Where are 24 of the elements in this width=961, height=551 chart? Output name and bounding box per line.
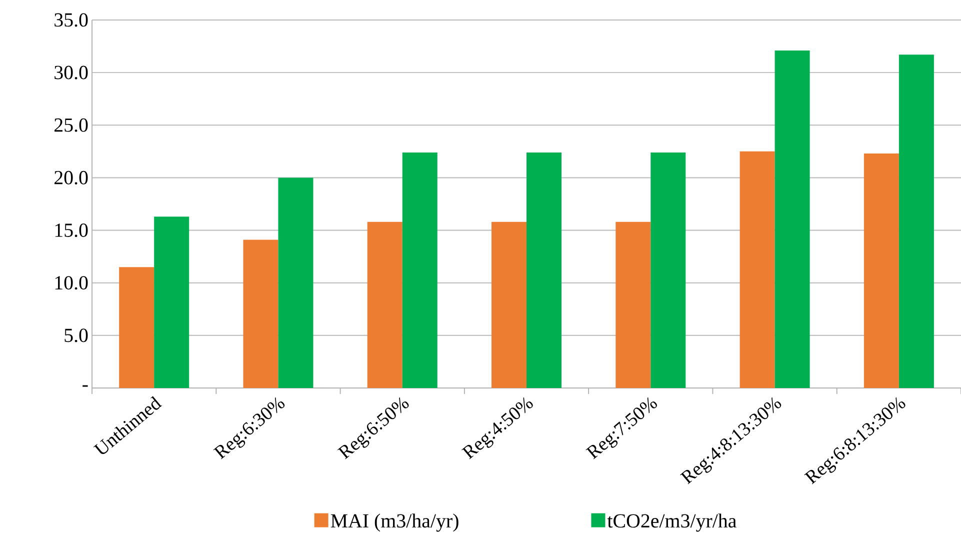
y-tick-label: 10.0 bbox=[55, 276, 88, 290]
bar bbox=[526, 152, 562, 388]
y-tick-label: 30.0 bbox=[54, 66, 88, 80]
bar bbox=[367, 222, 402, 388]
bar bbox=[616, 222, 651, 388]
y-tick-label: - bbox=[82, 385, 88, 387]
bar bbox=[650, 152, 686, 388]
y-tick-label: 15.0 bbox=[55, 224, 88, 238]
bar bbox=[740, 151, 775, 388]
bar bbox=[119, 267, 154, 388]
y-tick-label: 20.0 bbox=[54, 170, 88, 184]
legend-label: tCO2e/m3/yr/ha bbox=[607, 514, 736, 532]
bar bbox=[243, 240, 278, 388]
bar bbox=[492, 222, 527, 388]
bar bbox=[402, 152, 438, 388]
y-tick-label: 35.0 bbox=[54, 13, 88, 27]
bar bbox=[898, 54, 934, 388]
legend-label: MAI (m3/ha/yr) bbox=[330, 514, 458, 532]
bar bbox=[278, 178, 314, 388]
bar bbox=[774, 50, 810, 388]
bar bbox=[864, 154, 899, 388]
y-tick-label: 25.0 bbox=[54, 118, 88, 132]
bar bbox=[154, 216, 190, 388]
y-tick-label: 5.0 bbox=[64, 328, 88, 342]
